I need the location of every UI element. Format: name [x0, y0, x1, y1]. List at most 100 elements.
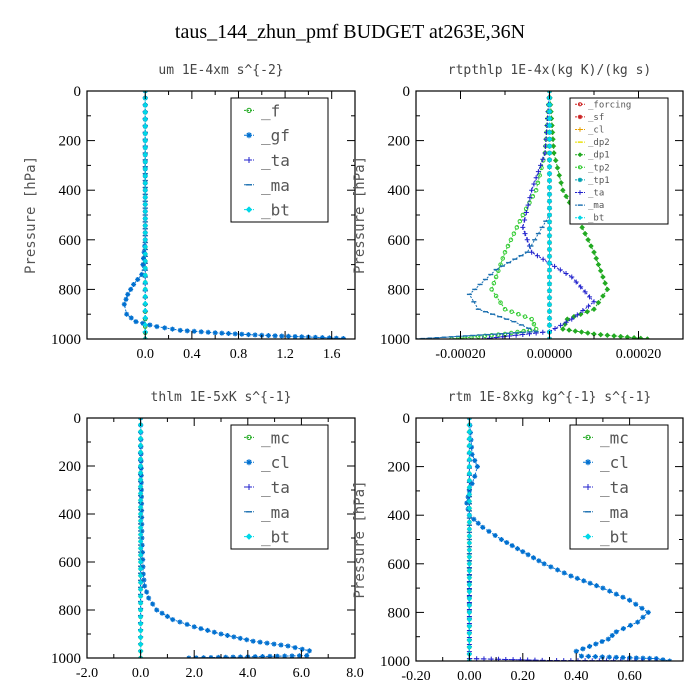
- data-point: [561, 570, 567, 576]
- data-point: [520, 224, 526, 230]
- data-point: [142, 258, 149, 264]
- data-point: [506, 333, 512, 339]
- data-point: [137, 463, 144, 469]
- data-point: [142, 137, 149, 144]
- legend-marker: [577, 165, 583, 170]
- data-point: [597, 331, 604, 338]
- data-point: [529, 316, 534, 322]
- y-tick-label: 800: [59, 282, 82, 298]
- data-point: [613, 654, 619, 660]
- y-tick-label: 1000: [51, 651, 81, 667]
- data-point: [304, 653, 310, 658]
- data-point: [579, 653, 585, 659]
- data-point: [237, 654, 243, 658]
- data-point: [137, 470, 144, 476]
- data-point: [546, 287, 553, 294]
- data-point: [486, 335, 492, 339]
- data-point: [546, 301, 553, 308]
- data-point: [466, 512, 473, 519]
- legend-marker: [246, 459, 252, 466]
- data-point: [635, 619, 641, 625]
- legend-label: _tp2: [588, 163, 610, 173]
- data-point: [587, 580, 593, 586]
- legend-marker: [585, 459, 591, 466]
- data-point: [503, 656, 509, 661]
- legend-label: _bt: [261, 201, 290, 220]
- x-tick-label: 0.00: [457, 669, 482, 684]
- data-point: [142, 300, 149, 307]
- data-point: [611, 333, 617, 339]
- data-point: [142, 236, 149, 243]
- data-point: [587, 294, 593, 300]
- data-point: [555, 567, 561, 573]
- data-point: [133, 319, 139, 325]
- data-point: [546, 198, 553, 205]
- data-point: [198, 329, 204, 335]
- legend-label: _dp2: [588, 138, 610, 148]
- y-axis-title: Pressure [hPa]: [23, 156, 39, 274]
- chart-panel-4: rtm 1E-8xkg kg^{-1} s^{-1} Pressure [hPa]…: [352, 390, 684, 684]
- data-point: [536, 558, 542, 564]
- y-axis-title: Pressure [hPa]: [352, 156, 368, 274]
- data-point: [257, 639, 263, 645]
- data-point: [640, 614, 646, 620]
- data-point: [529, 187, 535, 193]
- data-point: [593, 255, 600, 262]
- data-point: [546, 177, 553, 184]
- data-point: [137, 559, 144, 565]
- x-tick-label: 0.0: [137, 347, 155, 362]
- data-point: [546, 163, 553, 170]
- data-point: [546, 184, 553, 191]
- data-point: [191, 624, 197, 630]
- data-point: [653, 658, 659, 661]
- data-point: [471, 516, 477, 522]
- data-point: [493, 274, 499, 280]
- y-tick-label: 200: [388, 460, 411, 476]
- data-point: [142, 314, 149, 321]
- data-point: [546, 246, 553, 253]
- y-tick-label: 800: [59, 603, 82, 619]
- legend-label: _ma: [261, 503, 290, 522]
- legend-marker: [246, 132, 252, 139]
- data-point: [631, 334, 637, 339]
- data-point: [142, 286, 149, 293]
- data-point: [466, 449, 473, 456]
- data-point: [252, 654, 258, 658]
- data-point: [137, 442, 144, 449]
- data-point: [466, 630, 473, 637]
- data-point: [645, 609, 651, 615]
- data-point: [123, 296, 129, 302]
- data-point: [591, 249, 597, 256]
- data-point: [535, 180, 541, 186]
- legend-marker: [584, 533, 592, 540]
- data-point: [531, 321, 537, 327]
- data-point: [237, 635, 243, 641]
- data-point: [137, 497, 144, 504]
- data-point: [534, 253, 540, 259]
- data-point: [546, 115, 553, 122]
- data-point: [265, 333, 271, 339]
- data-point: [466, 616, 473, 623]
- data-point: [580, 646, 586, 652]
- data-point: [620, 626, 626, 632]
- y-tick-label: 200: [59, 134, 82, 150]
- data-point: [142, 180, 149, 186]
- data-point: [267, 653, 273, 658]
- data-point: [584, 330, 591, 336]
- data-point: [296, 653, 302, 658]
- data-point: [546, 212, 553, 218]
- data-point: [546, 294, 553, 301]
- data-point: [513, 332, 519, 338]
- x-tick-label: 1.6: [323, 347, 341, 362]
- data-point: [585, 236, 591, 243]
- y-tick-label: 1000: [380, 654, 410, 670]
- data-point: [150, 601, 156, 607]
- data-point: [137, 620, 144, 627]
- data-point: [466, 547, 473, 553]
- data-point: [559, 326, 566, 332]
- data-point: [139, 272, 145, 278]
- data-point: [466, 609, 473, 616]
- data-point: [205, 627, 211, 633]
- legend-label: _sf: [588, 113, 604, 123]
